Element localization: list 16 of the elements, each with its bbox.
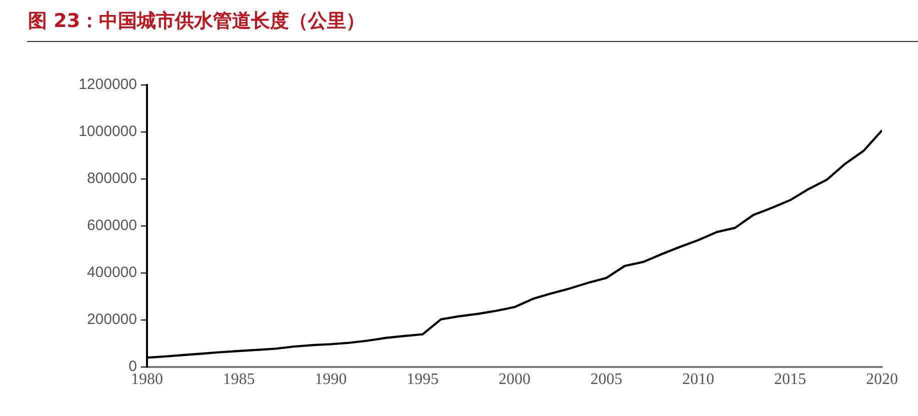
x-tick-label: 2020 bbox=[866, 370, 898, 388]
y-tick-label: 200000 bbox=[86, 311, 137, 328]
x-tick-label: 2010 bbox=[682, 370, 714, 388]
x-tick-label: 2015 bbox=[774, 370, 806, 388]
y-tick-label: 1200000 bbox=[78, 76, 137, 94]
y-tick-label: 400000 bbox=[86, 264, 137, 282]
x-tick-label: 1990 bbox=[314, 370, 347, 388]
x-tick-label: 1980 bbox=[131, 370, 163, 388]
y-tick-label: 600000 bbox=[86, 217, 137, 234]
x-tick-label: 1995 bbox=[406, 370, 439, 388]
x-tick-label: 2005 bbox=[590, 370, 622, 388]
x-tick-label: 1985 bbox=[222, 370, 255, 388]
y-tick-label: 800000 bbox=[86, 170, 137, 188]
chart-title: 图 23：中国城市供水管道长度（公里） bbox=[28, 9, 366, 34]
x-tick-label: 2000 bbox=[498, 370, 530, 388]
y-tick-label: 1000000 bbox=[78, 123, 137, 140]
